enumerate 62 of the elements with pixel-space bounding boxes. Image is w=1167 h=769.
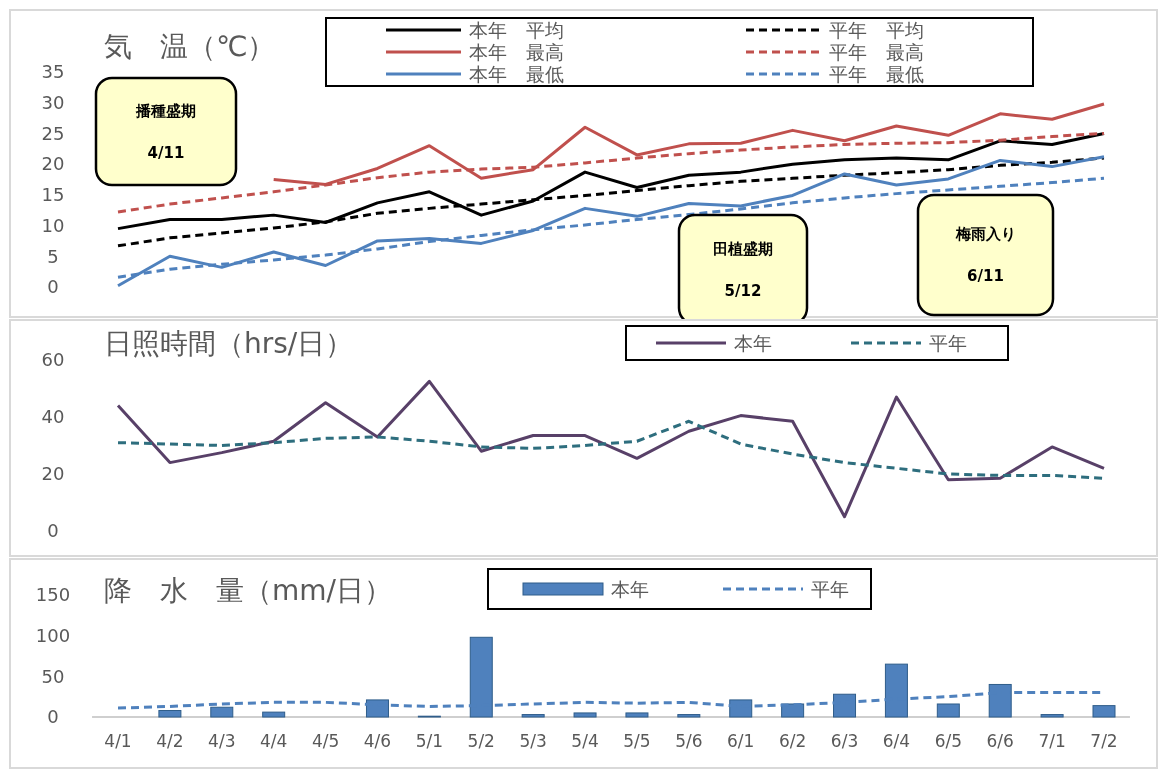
x-tick-label: 6/3 xyxy=(830,731,859,751)
y-tick-label: 50 xyxy=(41,665,65,687)
x-tick-label: 5/4 xyxy=(571,731,599,751)
x-tick-label: 4/4 xyxy=(260,731,288,751)
legend-label: 本年 xyxy=(734,331,772,354)
x-tick-label: 5/2 xyxy=(467,731,495,751)
text: 播種盛期 4/11 xyxy=(136,101,196,162)
bar xyxy=(262,711,286,718)
legend-label: 平年 xyxy=(929,331,967,354)
y-tick-label: 60 xyxy=(41,349,65,371)
y-tick-label: 30 xyxy=(41,92,65,114)
x-tick-label: 7/1 xyxy=(1038,731,1066,751)
bar xyxy=(521,714,545,718)
x-tick-label: 6/1 xyxy=(727,731,755,751)
text: 田植盛期 5/12 xyxy=(713,239,773,300)
x-tick-label: 5/3 xyxy=(519,731,547,751)
legend-label: 平年 xyxy=(811,577,849,600)
y-tick-label: 25 xyxy=(41,122,65,144)
x-tick-label: 7/2 xyxy=(1090,731,1118,751)
x-tick-label: 4/5 xyxy=(311,731,340,751)
x-tick-label: 4/3 xyxy=(208,731,236,751)
chart-title: 日照時間（hrs/日） xyxy=(104,327,354,360)
x-tick-label: 6/4 xyxy=(882,731,911,751)
bar xyxy=(1092,705,1116,718)
y-tick-label: 35 xyxy=(41,61,65,83)
bar xyxy=(677,714,701,718)
y-tick-label: 40 xyxy=(41,406,65,428)
chart-title: 気 温（℃） xyxy=(104,30,276,63)
x-tick-label: 4/1 xyxy=(104,731,132,751)
legend-label: 本年 最低 xyxy=(469,62,564,85)
x-tick-label: 5/1 xyxy=(415,731,444,751)
legend-label: 本年 xyxy=(611,577,649,600)
x-tick-label: 6/2 xyxy=(778,731,807,751)
text: 梅雨入り 6/11 xyxy=(955,225,1016,286)
y-tick-label: 20 xyxy=(41,153,65,175)
y-tick-label: 0 xyxy=(47,706,59,728)
x-tick-label: 6/5 xyxy=(934,731,962,751)
bar xyxy=(625,712,649,718)
x-tick-label: 5/5 xyxy=(623,731,651,751)
y-tick-label: 0 xyxy=(47,276,59,298)
y-tick-label: 15 xyxy=(41,184,65,206)
line-series xyxy=(116,379,1106,519)
chart-title: 降 水 量（mm/日） xyxy=(104,574,392,607)
y-tick-label: 150 xyxy=(35,584,71,606)
y-tick-label: 10 xyxy=(41,214,65,236)
bar xyxy=(573,712,597,718)
x-tick-label: 5/6 xyxy=(675,731,703,751)
y-tick-label: 20 xyxy=(41,463,65,485)
legend-label: 平年 最低 xyxy=(829,62,924,85)
bar xyxy=(936,703,960,718)
x-tick-label: 4/2 xyxy=(156,731,184,751)
x-tick-label: 6/6 xyxy=(986,731,1014,751)
y-tick-label: 0 xyxy=(47,520,59,542)
bar xyxy=(1040,714,1064,718)
legend-label: 平年 平均 xyxy=(829,18,924,41)
legend-label: 本年 最高 xyxy=(469,40,564,63)
legend-label: 平年 最高 xyxy=(829,40,924,63)
y-tick-label: 100 xyxy=(35,624,71,646)
y-tick-label: 5 xyxy=(47,245,59,267)
legend-label: 本年 平均 xyxy=(469,18,564,41)
bar xyxy=(158,709,182,718)
x-tick-label: 4/6 xyxy=(363,731,392,751)
